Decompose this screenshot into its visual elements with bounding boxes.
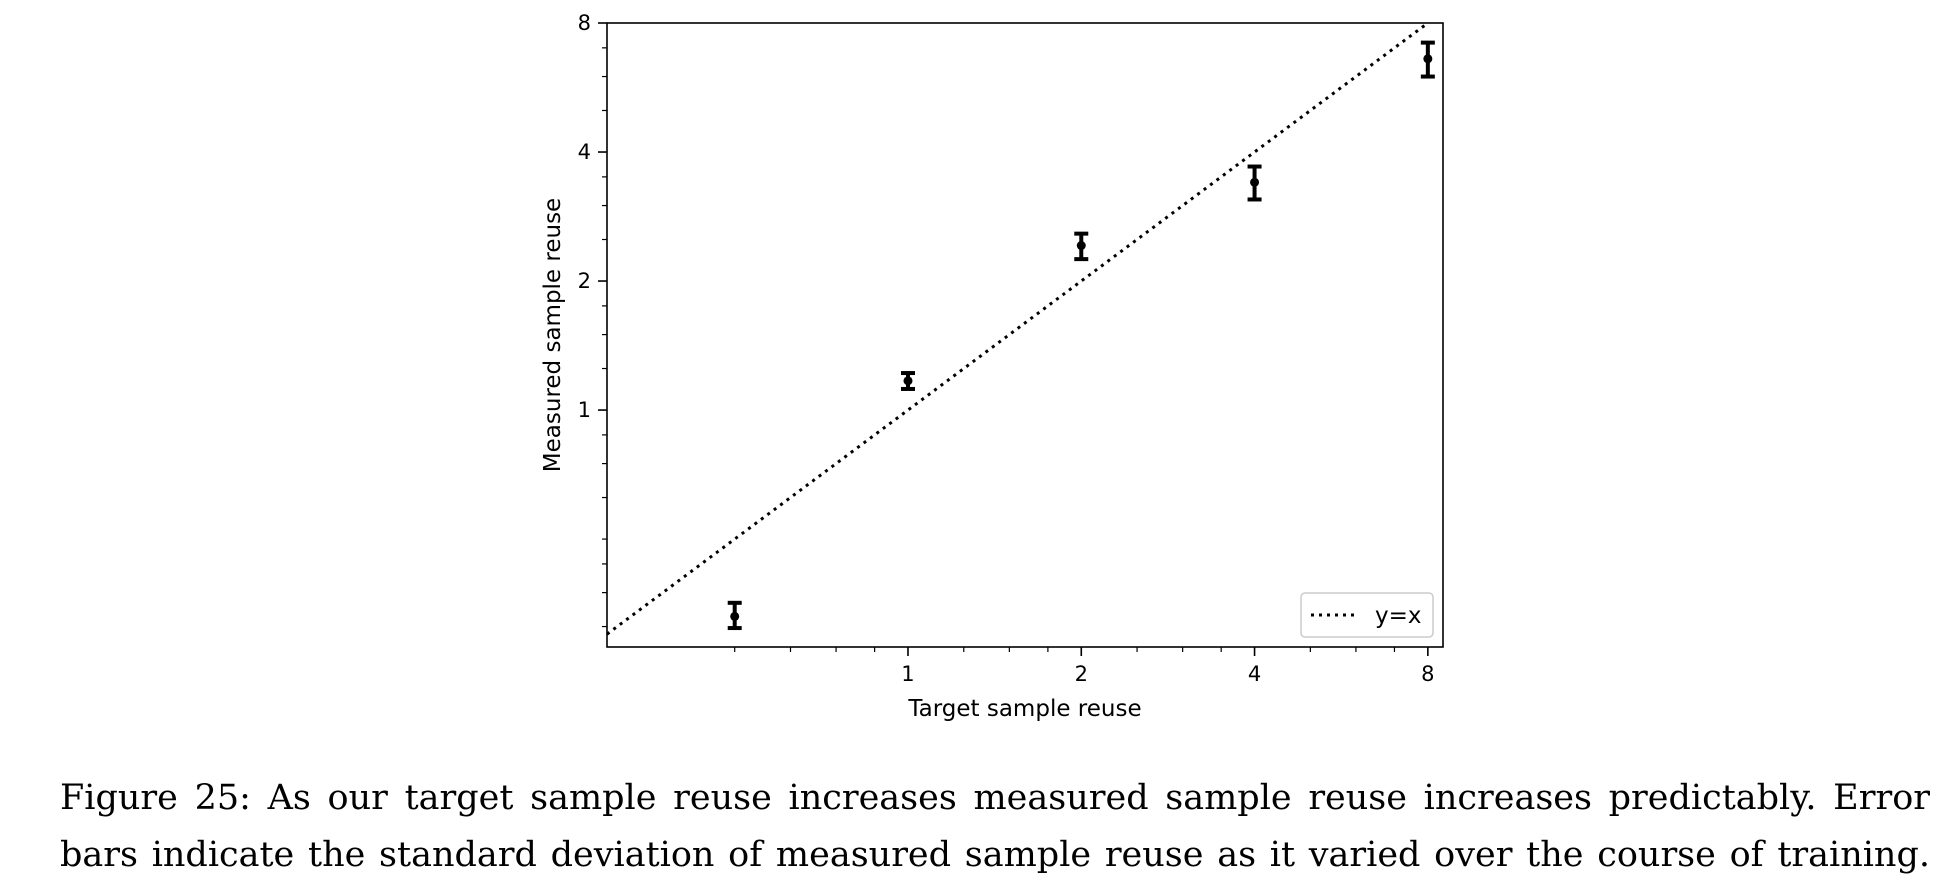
y-tick-label: 8 [578,11,591,35]
legend-box [1300,592,1434,638]
point-marker [730,611,740,621]
y-tick-label: 4 [578,140,591,164]
point-marker [903,376,913,386]
y-tick-label: 1 [578,398,591,422]
y-axis-label: Measured sample reuse [540,198,566,472]
point-marker [1423,54,1433,64]
reference-line-y-equals-x [606,21,1429,636]
x-tick-label: 4 [1248,662,1261,686]
x-tick-label: 2 [1075,662,1088,686]
point-marker [1250,177,1260,187]
legend: y=x [1300,592,1434,638]
point-marker [1076,241,1086,251]
figure-caption: Figure 25: As our target sample reuse in… [60,770,1930,884]
legend-label: y=x [1375,603,1422,629]
caption-line-1: Figure 25: As our target sample reuse in… [60,778,1930,818]
x-axis-label: Target sample reuse [907,696,1141,722]
data-point-1 [727,600,742,631]
x-tick-label: 1 [901,662,914,686]
plot-area [606,21,1435,636]
data-point-2 [900,371,915,391]
data-point-5 [1420,40,1435,79]
data-point-4 [1247,164,1262,202]
x-tick-label: 8 [1421,662,1434,686]
caption-line-2: bars indicate the standard deviation of … [60,835,1930,875]
plot-frame [606,22,1444,648]
y-tick-label: 2 [578,269,591,293]
data-point-3 [1074,231,1089,262]
